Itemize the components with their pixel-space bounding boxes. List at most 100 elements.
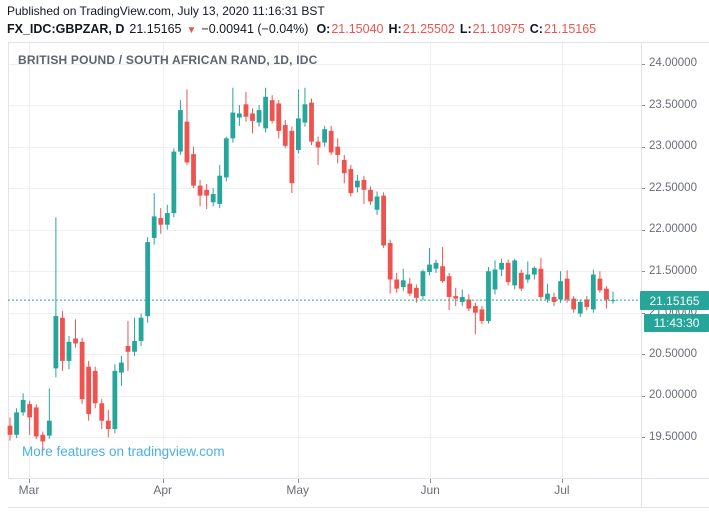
candle [564,270,570,303]
candle [604,286,609,309]
candle [440,247,445,283]
candle [223,136,229,182]
candle [171,148,177,218]
candle [427,247,432,276]
chart-title: BRITISH POUND / SOUTH AFRICAN RAND, 1D, … [18,53,318,67]
candle [368,186,373,205]
candle [531,266,537,280]
candle [138,313,144,346]
price-axis-label: 19.50000 [649,430,697,443]
candle [354,174,360,193]
candle [407,277,413,297]
price-axis-label: 23.50000 [649,98,697,111]
candle [472,302,478,335]
candle [584,296,590,311]
candle [479,306,485,325]
open-value: O: 21.15040 [316,22,384,36]
candle [243,91,249,122]
last-price: 21.15165 [129,22,182,36]
price-axis-label: 20.50000 [649,347,697,360]
candle [73,319,78,348]
candle [328,125,334,155]
candle [558,271,563,303]
published-line: Published on TradingView.com, July 13, 2… [7,4,325,18]
candle [577,299,583,317]
candle [387,239,393,294]
candle [446,272,452,311]
candle [263,87,269,133]
candle [341,154,347,184]
candle [309,98,314,145]
candle [66,335,72,370]
price-badge[interactable]: 21.15165 [640,291,709,310]
candle [145,237,151,323]
candle [7,417,13,441]
candle [27,400,33,435]
candle [590,269,596,313]
candle [315,136,321,165]
time-axis-label: Mar [18,483,40,497]
candle [302,87,308,127]
candle [499,258,504,277]
candle [217,164,223,209]
price-axis-label: 21.50000 [649,264,697,277]
candle [361,175,367,204]
candle [269,95,275,124]
time-axis-label: Jul [554,483,570,497]
symbol-info-row[interactable]: FX_IDC:GBPZAR, D 21.15165 ▼ −0.00941 (−0… [7,21,596,39]
candle [151,193,157,245]
candle [492,260,498,295]
time-axis-label: May [286,483,310,497]
candle [322,125,328,147]
candle [53,217,59,378]
candle [132,317,137,356]
price-axis-label: 24.00000 [649,57,697,70]
candle [230,87,236,143]
price-axis-label: 22.00000 [649,223,697,236]
candle [112,364,118,434]
down-triangle-icon: ▼ [186,25,197,36]
candle [374,191,380,215]
close-value: C: 21.15165 [529,22,597,36]
candle [512,258,518,290]
candle [505,259,511,286]
candle [105,409,111,438]
candle [276,100,282,139]
watermark-link[interactable]: More features on tradingview.com [22,444,225,459]
price-axis-label: 20.00000 [649,389,697,402]
time-axis-label: Jun [420,483,440,497]
price-axis-label: 22.50000 [649,181,697,194]
time-axis-label: Apr [153,483,173,497]
candle [551,292,557,307]
candle [335,138,341,164]
candle [525,261,531,283]
candle [178,100,183,155]
candle [60,311,65,371]
candle [184,89,190,165]
candle [459,289,465,307]
candle [420,269,426,301]
candle [158,208,164,234]
candle [250,108,255,134]
candle [14,408,19,439]
candle [348,164,354,197]
candle [256,105,262,127]
countdown-badge[interactable]: 11:43:30 [644,314,709,332]
low-value: L: 21.10975 [459,22,525,36]
candle [33,404,39,439]
candle [197,179,203,207]
candle [99,399,105,430]
candle [400,268,406,292]
candle [92,366,98,409]
candle [46,388,52,439]
symbol-name: FX_IDC:GBPZAR, D [7,22,125,36]
price-change: −0.00941 (−0.04%) [201,22,309,36]
candle [433,259,439,273]
candle [453,287,459,307]
price-axis-label: 23.00000 [649,140,697,153]
candle [79,337,85,405]
candle [191,146,196,189]
candle [119,355,124,386]
